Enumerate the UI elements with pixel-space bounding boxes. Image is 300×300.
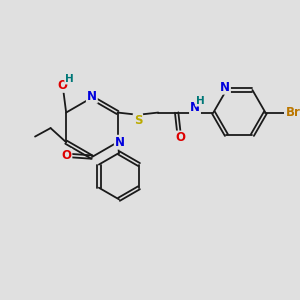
- Text: N: N: [87, 90, 97, 103]
- Text: H: H: [196, 96, 205, 106]
- Text: N: N: [190, 101, 200, 114]
- Text: N: N: [115, 136, 125, 149]
- Text: O: O: [61, 149, 71, 162]
- Text: N: N: [220, 81, 230, 94]
- Text: O: O: [175, 131, 185, 145]
- Text: H: H: [65, 74, 74, 84]
- Text: O: O: [58, 79, 68, 92]
- Text: S: S: [134, 114, 142, 127]
- Text: Br: Br: [286, 106, 300, 119]
